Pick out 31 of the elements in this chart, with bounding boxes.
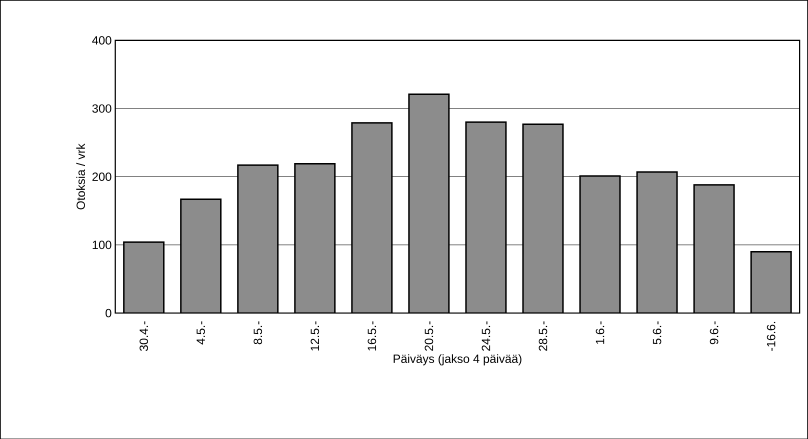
bar [408,94,449,313]
x-tick-label: 28.5.- [538,321,548,351]
x-tick-label: 1.6.- [596,321,604,344]
x-tick-label: -16.6. [766,322,776,351]
x-tick-label: 30.4.- [140,321,148,351]
x-tick-label: 5.6.- [652,321,662,344]
y-tick-label: 200 [92,172,112,181]
x-tick-label: 8.5.- [254,321,262,344]
bar [294,164,335,313]
bar [352,122,392,313]
bar [580,176,620,313]
x-tick-label: 16.5.- [368,321,376,350]
y-axis-title: Otoksia / vrk [76,143,86,210]
x-axis-title: Päiväys (jakso 4 päivää) [394,354,522,366]
x-tick-label: 20.5.- [424,321,434,351]
bar [124,242,164,313]
bar [523,124,563,313]
y-tick-label: 100 [92,240,112,249]
x-tick-label: 12.5.- [310,321,320,350]
y-tick-label: 400 [92,36,112,44]
bar [750,250,792,313]
bar [180,199,221,313]
y-tick-label: 0 [106,308,112,318]
bar [694,184,734,313]
x-tick-label: 24.5.- [482,321,490,351]
bar [466,122,506,313]
bar [238,164,278,313]
x-tick-label: 9.6.- [710,321,718,344]
bar [637,172,678,313]
x-tick-label: 4.5.- [196,321,205,344]
y-tick-label: 300 [92,104,112,113]
